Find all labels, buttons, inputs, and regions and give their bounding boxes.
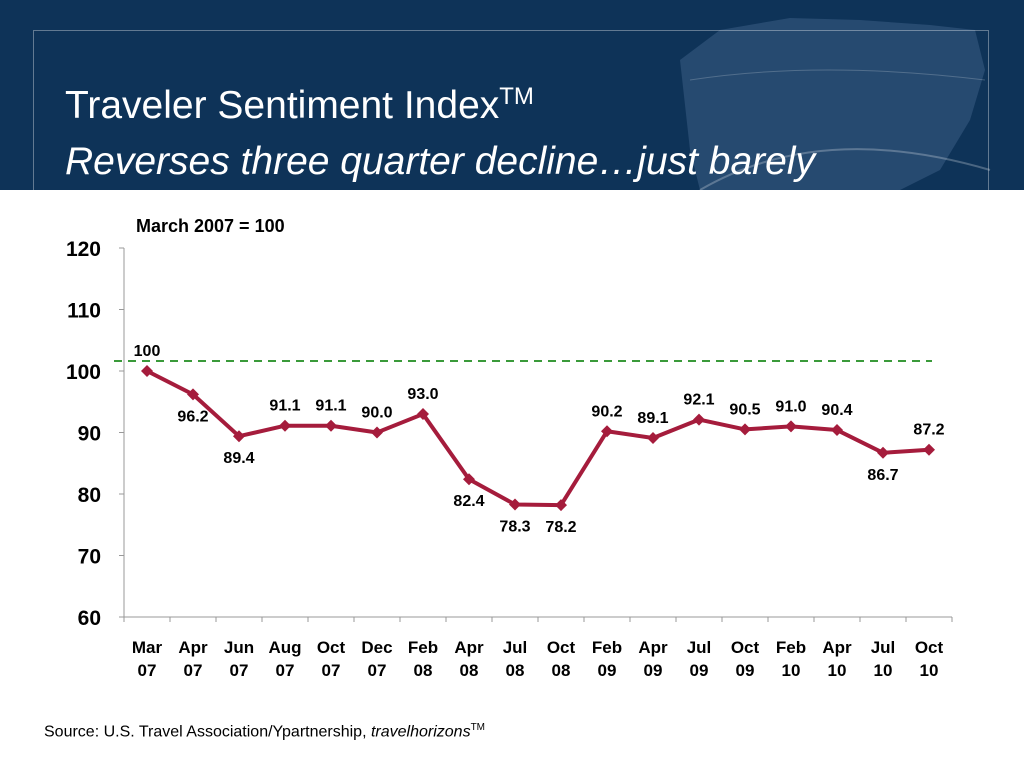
x-tick-label: Oct 09: [731, 638, 760, 680]
y-tick-label: 80: [78, 484, 101, 507]
data-label: 100: [134, 343, 161, 360]
x-tick-label: Apr 07: [178, 638, 208, 680]
data-label: 90.2: [591, 403, 622, 420]
x-tick-label: Jun 07: [224, 638, 254, 680]
series-line: [146, 369, 930, 508]
y-tick-label: 70: [78, 546, 101, 569]
x-tick-label: Dec 07: [361, 638, 392, 680]
data-point: [785, 420, 797, 433]
page-title: Traveler Sentiment IndexTM: [65, 83, 534, 127]
y-tick-label: 60: [78, 607, 101, 630]
data-label: 92.1: [683, 392, 714, 409]
x-tick-label: Feb 08: [408, 638, 438, 680]
chart-subtitle: March 2007 = 100: [136, 216, 285, 236]
source-note: Source: U.S. Travel Association/Ypartner…: [44, 722, 486, 741]
data-label: 90.0: [361, 405, 392, 422]
data-label: 90.4: [821, 402, 852, 419]
data-label: 78.3: [499, 518, 530, 535]
x-tick-label: Aug 07: [268, 638, 301, 680]
header-banner: Traveler Sentiment IndexTM Reverses thre…: [0, 0, 1024, 190]
data-point: [509, 498, 521, 511]
data-label: 93.0: [407, 386, 438, 403]
y-tick-label: 90: [78, 423, 101, 446]
x-tick-label: Oct 07: [317, 638, 346, 680]
data-label: 87.2: [913, 422, 944, 439]
x-tick-label: Mar 07: [132, 638, 163, 680]
data-point: [693, 413, 705, 426]
data-point: [325, 419, 337, 432]
data-point: [601, 425, 613, 438]
x-tick-label: Oct 10: [915, 638, 944, 680]
data-label: 86.7: [867, 467, 898, 484]
x-tick-label: Apr 08: [454, 638, 484, 680]
data-point: [555, 499, 567, 512]
page-subtitle: Reverses three quarter decline…just bare…: [65, 140, 816, 183]
data-point: [141, 365, 153, 377]
x-tick-label: Jul 10: [871, 638, 896, 680]
data-point: [417, 408, 429, 421]
data-point: [233, 430, 245, 443]
x-tick-label: Apr 09: [638, 638, 668, 680]
x-tick-label: Feb 09: [592, 638, 622, 680]
data-point: [647, 432, 659, 445]
data-label: 96.2: [177, 408, 208, 425]
x-tick-label: Oct 08: [547, 638, 576, 680]
data-label: 82.4: [453, 493, 484, 510]
x-tick-label: Jul 08: [503, 638, 528, 680]
data-point: [739, 423, 751, 436]
y-tick-label: 100: [66, 361, 101, 384]
data-point: [831, 424, 843, 437]
data-point: [877, 446, 889, 459]
data-point: [371, 426, 383, 439]
x-tick-label: Apr 10: [822, 638, 852, 680]
data-label: 90.5: [729, 401, 760, 418]
data-label: 91.1: [269, 398, 300, 415]
data-label: 78.2: [545, 519, 576, 536]
header-frame: [33, 30, 989, 190]
y-tick-label: 110: [67, 300, 101, 323]
us-map-decoration: [680, 18, 991, 190]
x-tick-label: Jul 09: [687, 638, 712, 680]
data-point: [279, 419, 291, 432]
data-label: 91.1: [315, 398, 346, 415]
data-point: [923, 443, 935, 456]
data-point: [187, 388, 199, 401]
data-label: 91.0: [775, 398, 806, 415]
y-tick-label: 120: [66, 238, 101, 261]
data-label: 89.4: [223, 450, 254, 467]
data-label: 89.1: [637, 410, 668, 427]
x-tick-label: Feb 10: [776, 638, 806, 680]
data-point: [463, 473, 475, 486]
